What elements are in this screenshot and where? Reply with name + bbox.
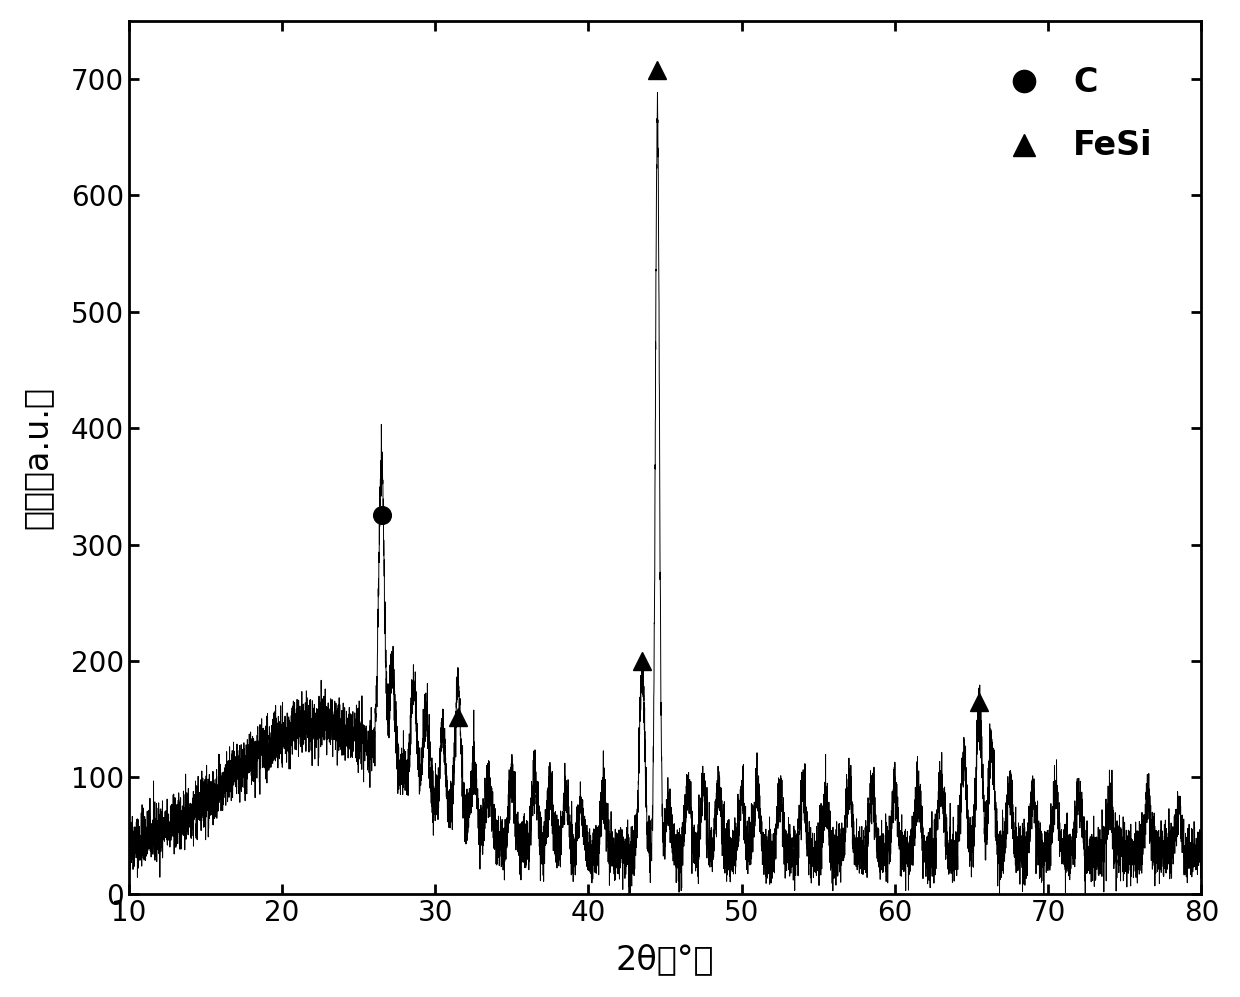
X-axis label: 2θ（°）: 2θ（°） bbox=[616, 943, 714, 976]
Y-axis label: 强度（a.u.）: 强度（a.u.） bbox=[21, 386, 53, 528]
Legend: C, FeSi: C, FeSi bbox=[981, 54, 1164, 174]
